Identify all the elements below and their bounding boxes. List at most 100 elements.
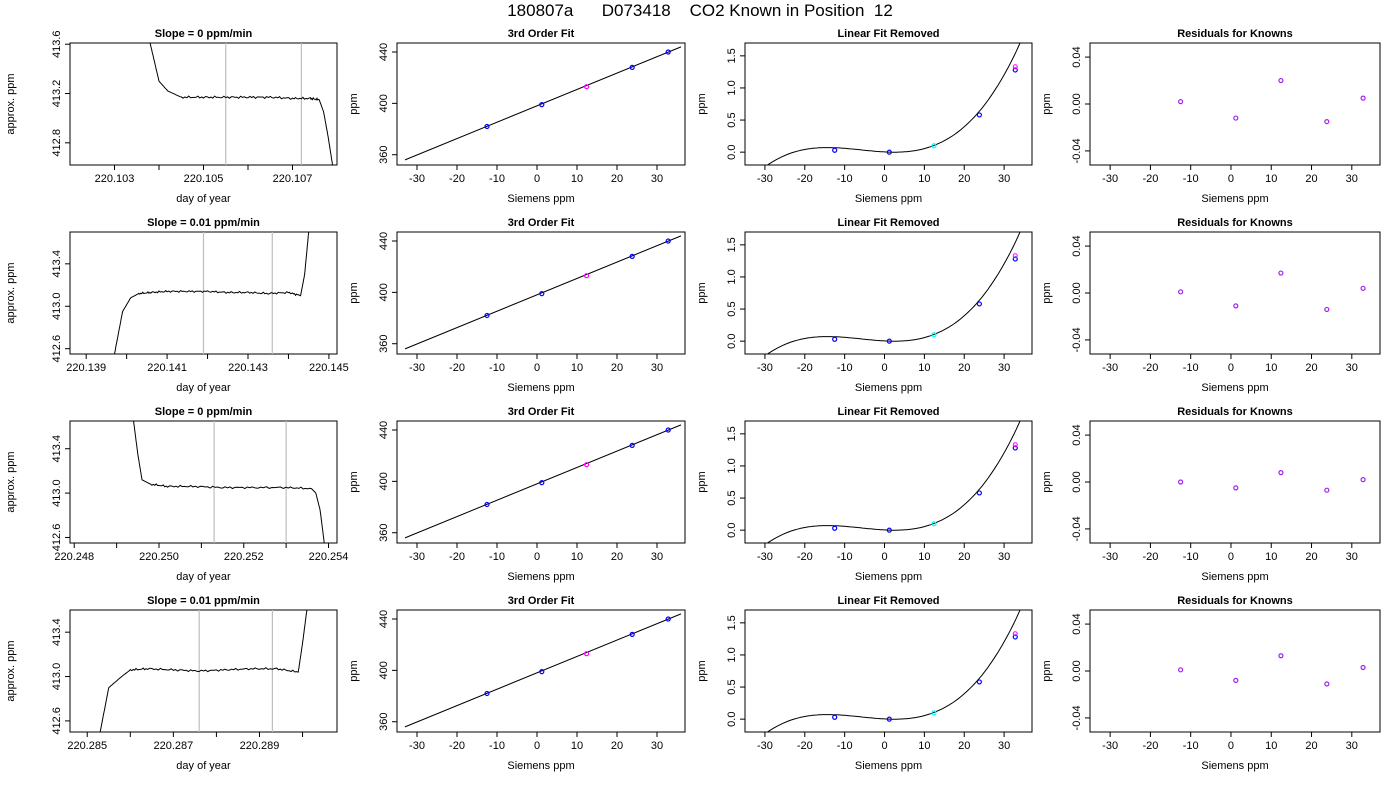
- y-axis-label: ppm: [696, 660, 708, 681]
- plot-title: Residuals for Knowns: [1177, 595, 1293, 607]
- y-tick-label: 412.6: [51, 335, 63, 363]
- plot-title: Linear Fit Removed: [837, 406, 939, 418]
- y-tick-label: 413.0: [51, 663, 63, 691]
- x-axis-label: Siemens ppm: [507, 193, 574, 205]
- y-tick-label: 400: [378, 94, 390, 112]
- x-tick-label: 0: [534, 362, 540, 374]
- residual-point: [1233, 303, 1239, 309]
- residual-point: [1178, 99, 1184, 105]
- residual-point: [1278, 270, 1284, 276]
- y-tick-label: 0.00: [1071, 660, 1083, 681]
- x-tick-label: 220.143: [228, 362, 268, 374]
- plot-title: Slope = 0 ppm/min: [155, 28, 253, 40]
- residual-point: [1233, 115, 1239, 121]
- y-tick-label: 0.04: [1071, 235, 1083, 256]
- concentration-trace: [114, 232, 310, 354]
- x-tick-label: 20: [1305, 740, 1317, 752]
- known-point: [1012, 67, 1018, 73]
- x-tick-label: -30: [757, 362, 773, 374]
- x-tick-label: 30: [1346, 173, 1358, 185]
- plot-frame: [744, 420, 1033, 544]
- x-tick-label: 10: [1265, 551, 1277, 563]
- x-axis-label: day of year: [176, 193, 231, 205]
- residual-point: [1324, 306, 1330, 313]
- plot-frame: [744, 231, 1033, 355]
- x-tick-label: -10: [1183, 362, 1199, 374]
- known-point: [583, 273, 590, 279]
- x-tick-label: -20: [449, 362, 465, 374]
- y-tick-label: 0.00: [1071, 471, 1083, 492]
- known-point: [484, 123, 490, 130]
- y-axis-label: ppm: [348, 282, 360, 303]
- x-tick-label: 10: [571, 740, 583, 752]
- known-point: [886, 149, 892, 155]
- y-tick-label: 360: [378, 713, 390, 731]
- x-tick-label: -30: [1102, 362, 1118, 374]
- y-tick-label: 413.4: [51, 618, 63, 646]
- x-tick-label: 10: [918, 362, 930, 374]
- plot-frame: [396, 609, 686, 733]
- concentration-trace: [133, 421, 325, 543]
- known-point: [484, 312, 490, 319]
- known-point: [629, 253, 635, 259]
- y-tick-label: 1.0: [726, 80, 738, 95]
- y-tick-label: 1.0: [726, 458, 738, 473]
- plot-frame: [396, 42, 686, 166]
- x-tick-label: 220.285: [67, 740, 107, 752]
- x-tick-label: -20: [1142, 173, 1158, 185]
- x-tick-label: -20: [449, 173, 465, 185]
- known-point: [665, 616, 671, 622]
- y-tick-label: 413.4: [51, 435, 63, 463]
- residual-point: [1360, 477, 1366, 483]
- known-point: [886, 338, 892, 344]
- y-tick-label: 0.0: [726, 145, 738, 160]
- y-tick-label: 1.5: [726, 426, 738, 441]
- x-tick-label: 30: [651, 173, 663, 185]
- y-tick-label: 413.0: [51, 292, 63, 320]
- y-tick-label: 1.0: [726, 269, 738, 284]
- y-axis-label: ppm: [348, 660, 360, 681]
- y-axis-label: ppm: [348, 471, 360, 492]
- x-axis-label: day of year: [176, 382, 231, 394]
- y-tick-label: 0.5: [726, 301, 738, 316]
- x-tick-label: -10: [1183, 740, 1199, 752]
- y-tick-label: 0.5: [726, 112, 738, 127]
- residual-point: [1233, 677, 1239, 683]
- y-tick-label: -0.04: [1071, 327, 1083, 352]
- y-tick-label: 0.00: [1071, 282, 1083, 303]
- x-tick-label: 20: [958, 362, 970, 374]
- x-tick-label: 30: [1346, 740, 1358, 752]
- known-point: [976, 490, 982, 496]
- x-tick-label: 20: [611, 740, 623, 752]
- plot-frame: [1089, 420, 1381, 544]
- x-tick-label: 10: [571, 173, 583, 185]
- plot-frame: [1089, 609, 1381, 733]
- x-tick-label: -20: [797, 551, 813, 563]
- known-point: [629, 442, 635, 448]
- plot-title: Linear Fit Removed: [837, 217, 939, 229]
- x-tick-label: -20: [449, 740, 465, 752]
- known-point: [976, 112, 982, 118]
- x-tick-label: -10: [837, 740, 853, 752]
- y-axis-label: approx. ppm: [5, 73, 17, 134]
- y-tick-label: 1.0: [726, 647, 738, 662]
- x-tick-label: 0: [881, 740, 887, 752]
- x-axis-label: Siemens ppm: [507, 571, 574, 583]
- x-tick-label: 0: [534, 740, 540, 752]
- x-tick-label: 10: [1265, 362, 1277, 374]
- residual-point: [1360, 664, 1366, 671]
- plot-title: Linear Fit Removed: [837, 28, 939, 40]
- y-tick-label: -0.04: [1071, 138, 1083, 163]
- residual-point: [1360, 95, 1366, 101]
- y-tick-label: 0.0: [726, 334, 738, 349]
- x-tick-label: 30: [998, 740, 1010, 752]
- known-point: [931, 332, 937, 338]
- y-tick-label: 412.8: [51, 129, 63, 157]
- known-point: [629, 64, 635, 71]
- residual-point: [1178, 667, 1184, 673]
- y-axis-label: approx. ppm: [5, 640, 17, 701]
- y-tick-label: 360: [378, 146, 390, 164]
- plot-frame: [1089, 231, 1381, 355]
- x-tick-label: 20: [958, 740, 970, 752]
- y-axis-label: ppm: [1041, 93, 1053, 114]
